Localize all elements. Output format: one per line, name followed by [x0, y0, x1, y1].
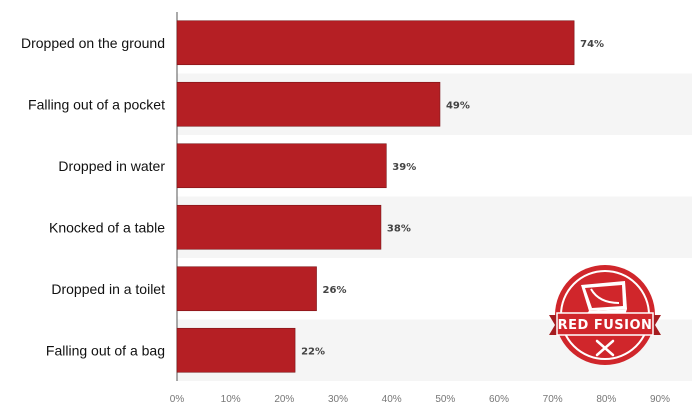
value-label: 26% [323, 285, 347, 296]
x-tick-label: 0% [170, 394, 185, 405]
bar [176, 266, 317, 312]
value-label: 38% [387, 223, 411, 234]
category-label: Dropped on the ground [21, 35, 165, 51]
bars [176, 20, 575, 373]
category-label: Dropped in water [58, 158, 165, 174]
x-tick-label: 80% [596, 394, 616, 405]
bar [176, 143, 387, 189]
crossed-tools-icon [595, 339, 615, 357]
value-labels: 74% 49% 39% 38% 26% 22% [301, 39, 604, 358]
x-tick-label: 10% [221, 394, 241, 405]
x-tick-label: 60% [489, 394, 509, 405]
bar [176, 20, 575, 66]
x-tick-label: 30% [328, 394, 348, 405]
logo-text: RED FUSION [558, 318, 653, 333]
category-label: Knocked of a table [49, 219, 165, 235]
red-fusion-logo: RED FUSION [549, 265, 661, 365]
bar [176, 204, 382, 250]
x-tick-label: 20% [274, 394, 294, 405]
value-label: 22% [301, 346, 325, 357]
category-label: Dropped in a toilet [51, 281, 165, 297]
value-label: 49% [446, 100, 470, 111]
x-tick-label: 40% [382, 394, 402, 405]
category-label: Falling out of a pocket [28, 96, 165, 112]
x-tick-label: 90% [650, 394, 670, 405]
bar [176, 81, 441, 127]
monitor-and-tools-icon [581, 281, 627, 317]
category-labels: Dropped on the ground Falling out of a po… [21, 35, 165, 359]
x-tick-label: 70% [543, 394, 563, 405]
x-tick-label: 50% [435, 394, 455, 405]
category-label: Falling out of a bag [46, 342, 165, 358]
bar [176, 327, 296, 373]
logo-ribbon [556, 312, 654, 336]
value-label: 74% [580, 39, 604, 50]
x-axis-ticks: 0% 10% 20% 30% 40% 50% 60% 70% 80% 90% [170, 394, 670, 405]
value-label: 39% [392, 162, 416, 173]
